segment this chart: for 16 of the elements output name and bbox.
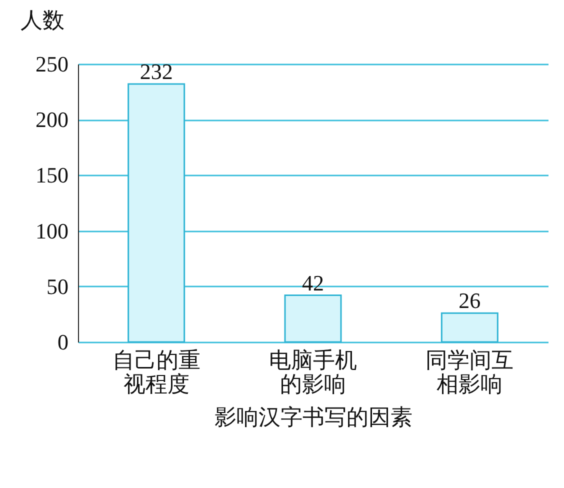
y-tick-label: 200	[36, 107, 68, 132]
y-tick-label: 100	[36, 218, 68, 244]
x-tick-label: 电脑手机的影响	[269, 348, 357, 396]
bar	[440, 312, 498, 343]
y-tick-label: 50	[46, 274, 68, 299]
y-tick-label: 250	[36, 52, 68, 76]
y-axis-title: 人数	[20, 8, 64, 32]
x-tick-label: 自己的重视程度	[112, 348, 200, 396]
bar	[284, 294, 342, 343]
data-label: 232	[140, 59, 173, 84]
y-tick-label: 150	[36, 162, 68, 188]
x-tick-label: 同学间互相影响	[426, 348, 514, 396]
bar	[128, 83, 186, 343]
data-label: 26	[458, 288, 481, 314]
x-axis-title: 影响汉字书写的因素	[214, 404, 412, 430]
y-tick-label: 0	[58, 330, 68, 354]
